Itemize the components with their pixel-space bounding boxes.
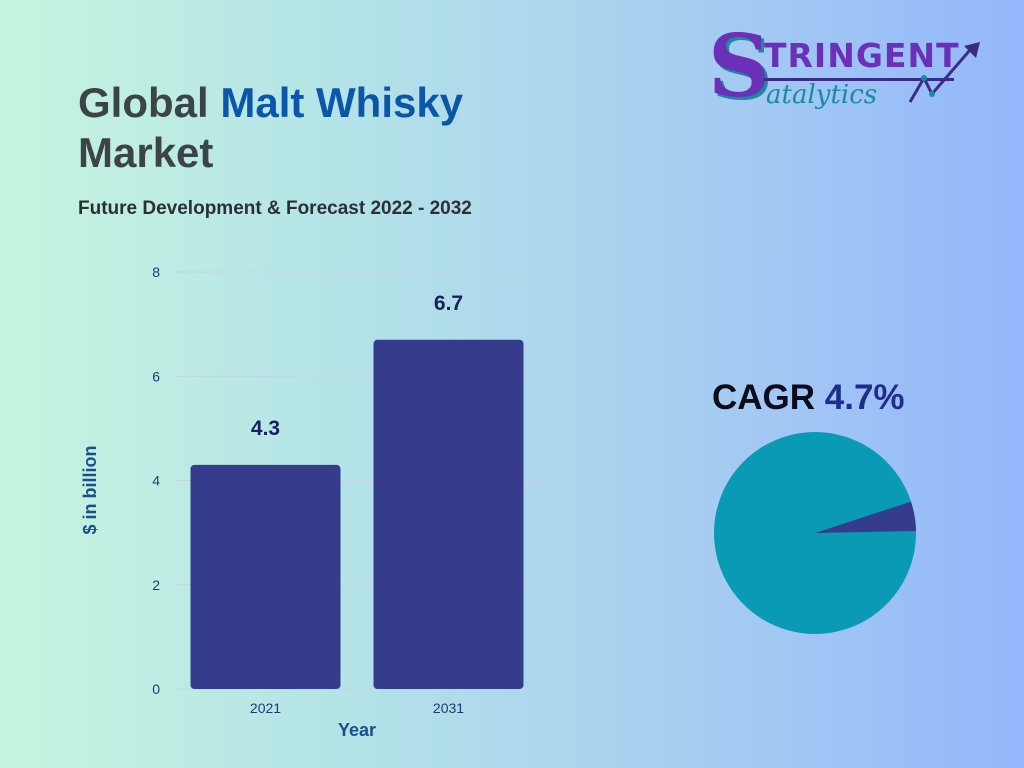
- title-highlight: Malt Whisky: [220, 79, 464, 126]
- title-part-1: Global: [78, 79, 221, 126]
- logo-top-text: TRINGENT: [764, 36, 960, 75]
- cagr-text: CAGR: [712, 378, 825, 417]
- subtitle: Future Development & Forecast 2022 - 203…: [78, 198, 472, 219]
- y-tick-label: 4: [152, 473, 160, 489]
- x-tick-label: 2031: [433, 700, 464, 716]
- cagr-label: CAGR 4.7%: [712, 378, 905, 418]
- title-part-2: Market: [78, 129, 214, 176]
- x-axis-label: Year: [338, 720, 376, 740]
- logo-bottom-text: atalytics: [766, 80, 878, 110]
- pie-slice-cagr: [815, 501, 916, 533]
- y-tick-label: 6: [152, 368, 160, 384]
- logo: S TRINGENT atalytics: [700, 22, 990, 120]
- y-tick-label: 8: [152, 264, 160, 280]
- y-axis-label: $ in billion: [80, 446, 100, 535]
- x-tick-label: 2021: [250, 700, 281, 716]
- logo-initial: S: [708, 16, 771, 117]
- y-tick-label: 2: [152, 577, 160, 593]
- trend-arrow-icon: [908, 42, 980, 103]
- cagr-value: 4.7%: [824, 378, 905, 417]
- logo-underline: [764, 78, 954, 81]
- data-label: 4.3: [251, 417, 280, 440]
- page-title: Global Malt Whisky Market: [78, 78, 538, 178]
- y-tick-label: 0: [152, 681, 160, 697]
- bar-2021: [190, 464, 341, 689]
- data-label: 6.7: [434, 292, 463, 315]
- bar-2031: [373, 339, 524, 689]
